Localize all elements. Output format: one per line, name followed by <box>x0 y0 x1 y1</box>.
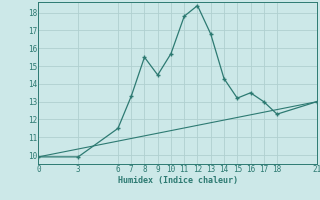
X-axis label: Humidex (Indice chaleur): Humidex (Indice chaleur) <box>118 176 238 185</box>
